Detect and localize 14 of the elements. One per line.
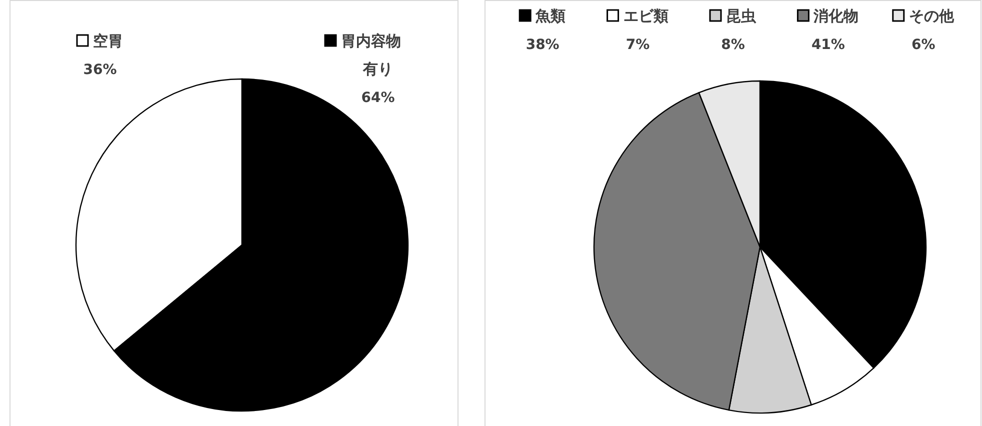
data-label: 7% xyxy=(626,37,650,53)
legend-label: 消化物 xyxy=(812,7,859,25)
legend-label: 空胃 xyxy=(93,32,123,50)
legend-label: 昆虫 xyxy=(726,7,757,25)
legend-label: その他 xyxy=(908,7,955,25)
legend-label: エビ類 xyxy=(623,7,668,25)
data-label: 8% xyxy=(721,37,745,53)
data-label: 64% xyxy=(361,90,395,106)
data-label: 38% xyxy=(526,37,560,53)
data-label: 6% xyxy=(912,37,936,53)
legend-label: 胃内容物有り xyxy=(341,32,401,78)
legend-label: 魚類 xyxy=(534,7,566,25)
data-label: 41% xyxy=(811,37,845,53)
data-label: 36% xyxy=(83,62,117,78)
